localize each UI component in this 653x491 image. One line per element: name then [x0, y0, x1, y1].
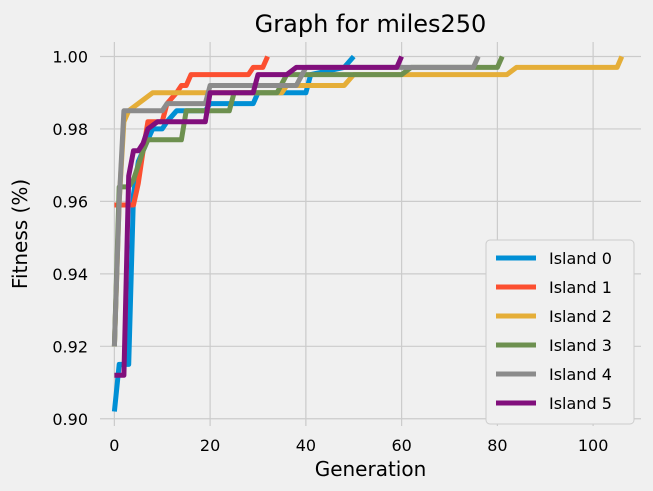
- x-tick-label: 60: [391, 436, 411, 455]
- y-tick-label: 0.92: [52, 337, 88, 356]
- y-tick-label: 0.96: [52, 192, 88, 211]
- series-layer: [111, 54, 625, 412]
- y-tick-label: 0.94: [52, 265, 88, 284]
- legend: Island 0 Island 1 Island 2 Island 3 Island 4…: [485, 239, 635, 425]
- x-ticks: 0 20 40 60 80 100: [109, 436, 608, 455]
- chart-title: Graph for miles250: [255, 10, 487, 38]
- legend-label: Island 2: [549, 307, 612, 326]
- legend-label: Island 5: [549, 394, 612, 413]
- x-tick-label: 20: [200, 436, 220, 455]
- y-ticks: 0.90 0.92 0.94 0.96 0.98 1.00: [52, 47, 88, 428]
- x-tick-label: 100: [578, 436, 609, 455]
- y-axis-label: Fitness (%): [8, 179, 32, 289]
- y-tick-label: 1.00: [52, 47, 88, 66]
- series-line-island-5: [114, 55, 404, 378]
- legend-label: Island 1: [549, 278, 612, 297]
- y-tick-label: 0.98: [52, 120, 88, 139]
- x-tick-label: 40: [296, 436, 316, 455]
- legend-label: Island 4: [549, 365, 612, 384]
- x-axis-label: Generation: [315, 457, 427, 481]
- x-tick-label: 80: [487, 436, 507, 455]
- series-line-island-0: [111, 54, 356, 412]
- legend-label: Island 0: [549, 249, 612, 268]
- legend-label: Island 3: [549, 336, 612, 355]
- y-tick-label: 0.90: [52, 410, 88, 429]
- x-tick-label: 0: [109, 436, 119, 455]
